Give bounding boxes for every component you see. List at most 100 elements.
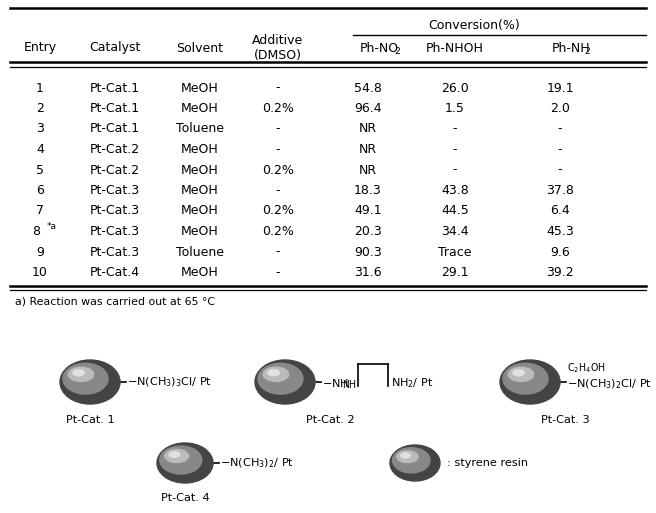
Text: 31.6: 31.6 xyxy=(354,266,382,279)
Text: 4: 4 xyxy=(36,143,44,156)
Text: -: - xyxy=(558,164,562,176)
Ellipse shape xyxy=(165,449,188,463)
Text: Additive: Additive xyxy=(253,34,304,48)
Ellipse shape xyxy=(68,367,94,382)
Text: Toluene: Toluene xyxy=(176,123,224,135)
Text: Pt-Cat.2: Pt-Cat.2 xyxy=(90,143,140,156)
Text: -: - xyxy=(276,123,280,135)
Text: 54.8: 54.8 xyxy=(354,82,382,94)
Text: NH$_2$/ Pt: NH$_2$/ Pt xyxy=(391,376,433,390)
Text: NR: NR xyxy=(359,164,377,176)
Text: 1.5: 1.5 xyxy=(445,102,465,115)
Ellipse shape xyxy=(503,363,548,394)
Ellipse shape xyxy=(268,370,279,376)
Text: -: - xyxy=(453,164,457,176)
Text: MeOH: MeOH xyxy=(181,102,219,115)
Text: C$_2$H$_4$OH: C$_2$H$_4$OH xyxy=(567,361,605,375)
Ellipse shape xyxy=(63,363,108,394)
Text: 9.6: 9.6 xyxy=(550,246,570,259)
Text: 34.4: 34.4 xyxy=(441,225,469,238)
Text: Pt-Cat.1: Pt-Cat.1 xyxy=(90,123,140,135)
Text: -: - xyxy=(276,82,280,94)
Ellipse shape xyxy=(390,445,440,481)
Text: 7: 7 xyxy=(36,205,44,218)
Text: a) Reaction was carried out at 65 °C: a) Reaction was carried out at 65 °C xyxy=(15,297,215,306)
Text: NH: NH xyxy=(342,380,356,390)
Text: MeOH: MeOH xyxy=(181,225,219,238)
Text: -: - xyxy=(453,143,457,156)
Text: Toluene: Toluene xyxy=(176,246,224,259)
Ellipse shape xyxy=(263,367,289,382)
Ellipse shape xyxy=(392,448,430,473)
Text: 45.3: 45.3 xyxy=(546,225,574,238)
Text: Pt-Cat.4: Pt-Cat.4 xyxy=(90,266,140,279)
Text: 6: 6 xyxy=(36,184,44,197)
Text: Pt-Cat.3: Pt-Cat.3 xyxy=(90,205,140,218)
Text: Pt-Cat.2: Pt-Cat.2 xyxy=(90,164,140,176)
Text: -: - xyxy=(453,123,457,135)
Text: (DMSO): (DMSO) xyxy=(254,49,302,62)
Text: -: - xyxy=(276,184,280,197)
Text: 5: 5 xyxy=(36,164,44,176)
Text: Conversion(%): Conversion(%) xyxy=(428,18,520,31)
Ellipse shape xyxy=(258,363,303,394)
Text: Solvent: Solvent xyxy=(176,42,224,54)
Text: NR: NR xyxy=(359,143,377,156)
Text: 10: 10 xyxy=(32,266,48,279)
Ellipse shape xyxy=(169,452,180,458)
Text: MeOH: MeOH xyxy=(181,205,219,218)
Text: -: - xyxy=(276,143,280,156)
Text: 0.2%: 0.2% xyxy=(262,225,294,238)
Text: Ph-NHOH: Ph-NHOH xyxy=(426,42,484,54)
Text: Trace: Trace xyxy=(438,246,472,259)
Text: Ph-NH: Ph-NH xyxy=(552,42,590,54)
Text: -: - xyxy=(558,123,562,135)
Text: Pt-Cat. 2: Pt-Cat. 2 xyxy=(306,415,354,425)
Text: 44.5: 44.5 xyxy=(441,205,469,218)
Ellipse shape xyxy=(255,360,315,404)
Text: $-$N(CH$_3$)$_3$Cl/ Pt: $-$N(CH$_3$)$_3$Cl/ Pt xyxy=(127,375,212,389)
Text: 1: 1 xyxy=(36,82,44,94)
Text: 43.8: 43.8 xyxy=(441,184,469,197)
Text: 96.4: 96.4 xyxy=(354,102,382,115)
Text: MeOH: MeOH xyxy=(181,184,219,197)
Text: Pt-Cat. 1: Pt-Cat. 1 xyxy=(66,415,114,425)
Text: 3: 3 xyxy=(36,123,44,135)
Text: NR: NR xyxy=(359,123,377,135)
Text: Pt-Cat.1: Pt-Cat.1 xyxy=(90,102,140,115)
Text: 2.0: 2.0 xyxy=(550,102,570,115)
Text: 6.4: 6.4 xyxy=(550,205,570,218)
Text: 0.2%: 0.2% xyxy=(262,102,294,115)
Ellipse shape xyxy=(508,367,534,382)
Text: 0.2%: 0.2% xyxy=(262,205,294,218)
Text: 2: 2 xyxy=(394,48,400,56)
Ellipse shape xyxy=(401,453,410,458)
Text: 8: 8 xyxy=(32,225,40,238)
Text: 29.1: 29.1 xyxy=(441,266,469,279)
Text: 26.0: 26.0 xyxy=(441,82,469,94)
Text: $-$N(CH$_3$)$_2$Cl/ Pt: $-$N(CH$_3$)$_2$Cl/ Pt xyxy=(567,377,652,391)
Text: Pt-Cat. 3: Pt-Cat. 3 xyxy=(541,415,589,425)
Text: 0.2%: 0.2% xyxy=(262,164,294,176)
Text: 2: 2 xyxy=(36,102,44,115)
Text: 9: 9 xyxy=(36,246,44,259)
Text: Pt-Cat.1: Pt-Cat.1 xyxy=(90,82,140,94)
Text: 18.3: 18.3 xyxy=(354,184,382,197)
Text: Pt-Cat.3: Pt-Cat.3 xyxy=(90,246,140,259)
Ellipse shape xyxy=(397,451,418,463)
Text: MeOH: MeOH xyxy=(181,266,219,279)
Text: : styrene resin: : styrene resin xyxy=(447,458,528,468)
Text: 19.1: 19.1 xyxy=(546,82,574,94)
Ellipse shape xyxy=(500,360,560,404)
Text: Pt-Cat. 4: Pt-Cat. 4 xyxy=(161,493,209,503)
Text: *a: *a xyxy=(47,222,57,231)
Text: Entry: Entry xyxy=(24,42,56,54)
Text: MeOH: MeOH xyxy=(181,164,219,176)
Ellipse shape xyxy=(513,370,524,376)
Text: $-$NH: $-$NH xyxy=(322,377,349,389)
Text: 39.2: 39.2 xyxy=(546,266,574,279)
Text: 37.8: 37.8 xyxy=(546,184,574,197)
Text: MeOH: MeOH xyxy=(181,143,219,156)
Text: 90.3: 90.3 xyxy=(354,246,382,259)
Text: -: - xyxy=(558,143,562,156)
